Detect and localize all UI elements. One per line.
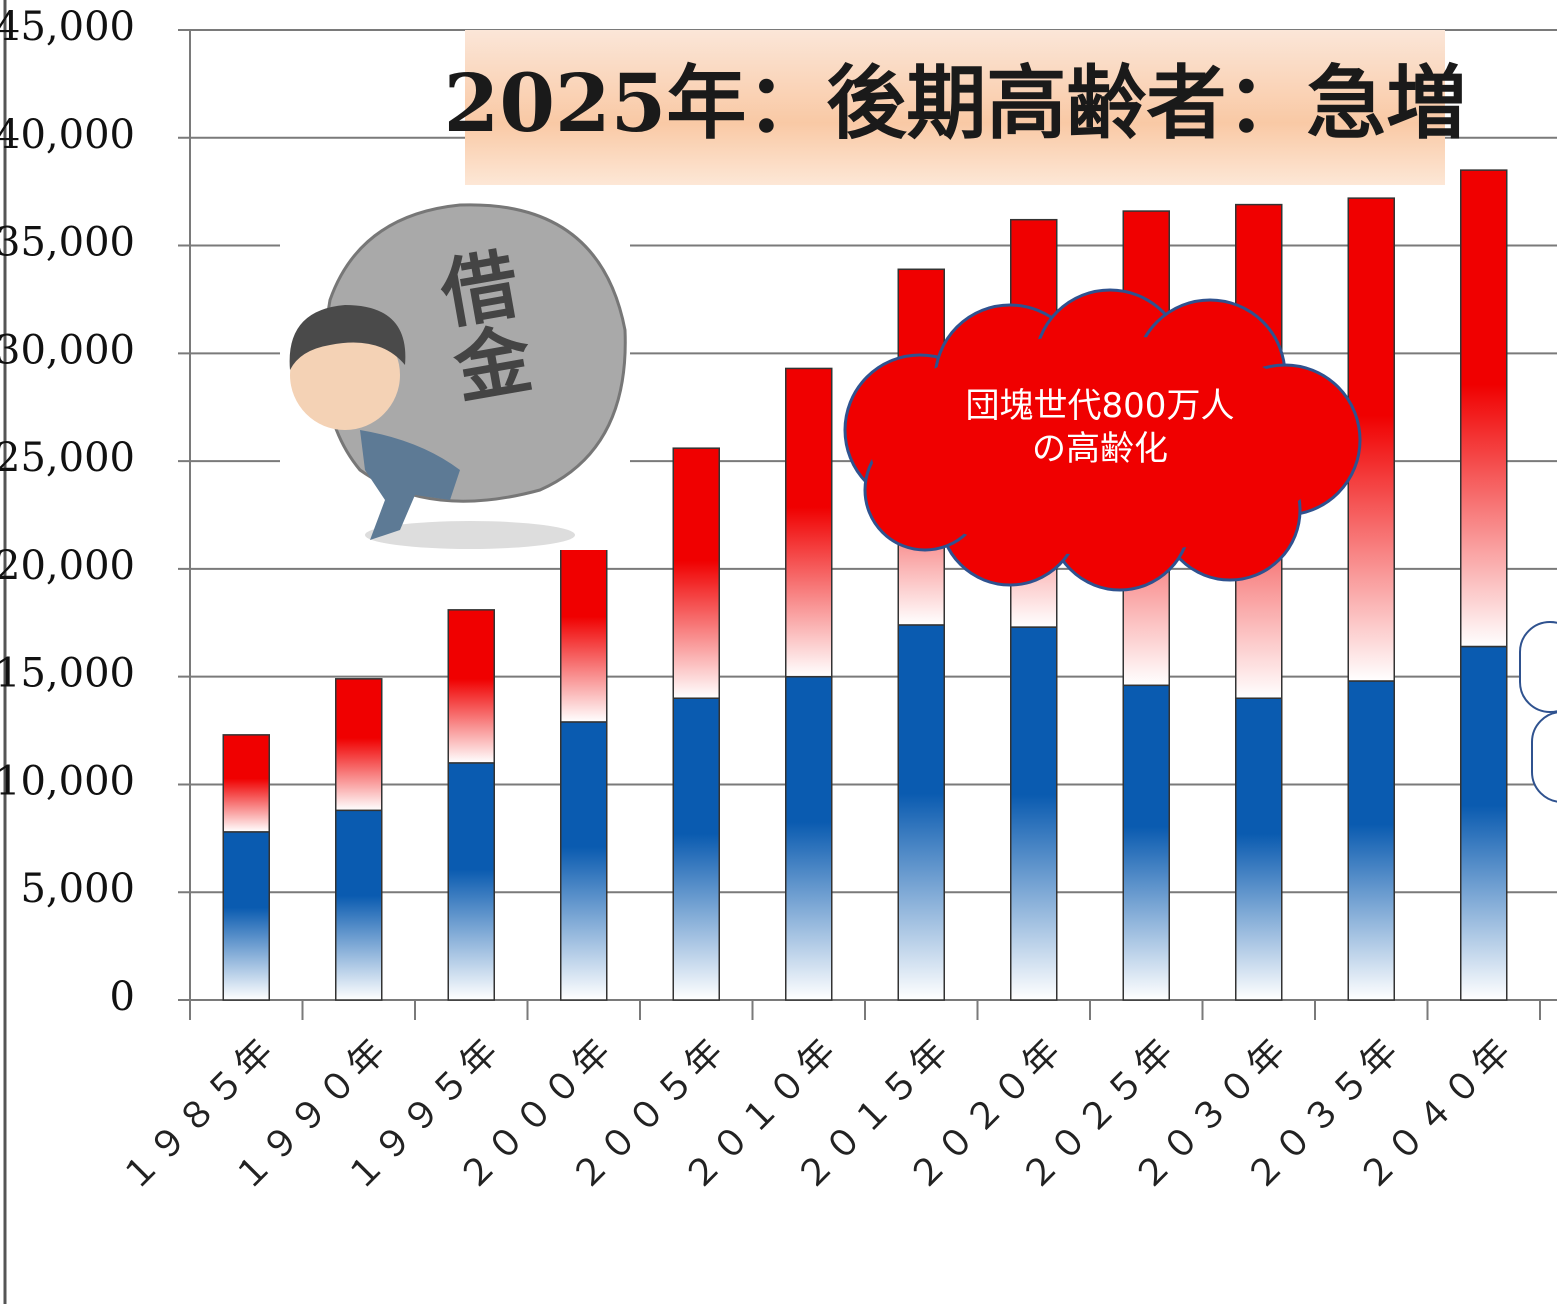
chart-title: 2025年：後期高齢者：急増 bbox=[444, 56, 1467, 150]
bar-segment bbox=[786, 677, 832, 1000]
bar-segment bbox=[223, 735, 269, 832]
edge-shapes bbox=[1520, 622, 1557, 802]
y-tick-label: 40,000 bbox=[0, 112, 135, 158]
bar-segment bbox=[223, 832, 269, 1000]
y-tick-label: 25,000 bbox=[0, 435, 135, 481]
chart: 0 5,000 10,000 15,000 20,000 25,000 30,000 35,0… bbox=[0, 0, 1557, 1304]
bar-segment bbox=[1011, 627, 1057, 1000]
bar-segment bbox=[1236, 698, 1282, 1000]
page: 0 5,000 10,000 15,000 20,000 25,000 30,000 35,0… bbox=[0, 0, 1557, 1308]
illustration: 借金 bbox=[280, 205, 630, 550]
bar-segment bbox=[673, 448, 719, 698]
y-tick-label: 5,000 bbox=[20, 866, 135, 912]
y-tick-label: 35,000 bbox=[0, 220, 135, 266]
bar-segment bbox=[336, 679, 382, 810]
callout-box: 団塊世代800万人の高齢化 bbox=[920, 385, 1280, 505]
bar-segment bbox=[561, 530, 607, 722]
y-tick-label: 15,000 bbox=[0, 651, 135, 697]
bar-segment bbox=[786, 368, 832, 676]
bar-segment bbox=[561, 722, 607, 1000]
y-tick-label: 30,000 bbox=[0, 327, 135, 373]
bar-segment bbox=[673, 698, 719, 1000]
callout-text: 団塊世代800万人の高齢化 bbox=[965, 385, 1235, 470]
y-tick-label: 10,000 bbox=[0, 758, 135, 804]
bar-segment bbox=[448, 610, 494, 763]
y-tick-label: 20,000 bbox=[0, 543, 135, 589]
bar-segment bbox=[1348, 681, 1394, 1000]
y-tick-label: 45,000 bbox=[0, 4, 135, 50]
bar-segment bbox=[1461, 170, 1507, 646]
bar-segment bbox=[336, 810, 382, 1000]
bar-segment bbox=[898, 625, 944, 1000]
bar-segment bbox=[1123, 685, 1169, 1000]
bar-segment bbox=[1461, 646, 1507, 1000]
bar-segment bbox=[448, 763, 494, 1000]
y-tick-label: 0 bbox=[110, 974, 135, 1020]
